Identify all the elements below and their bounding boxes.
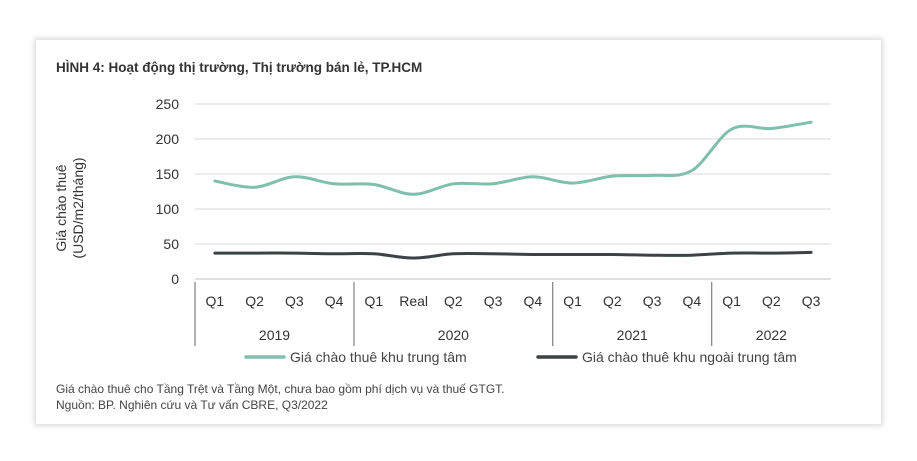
series-line-1 [213,120,813,196]
data-point [651,254,654,257]
data-point [492,182,495,185]
data-point [333,252,336,255]
data-point [730,128,733,131]
data-point [690,169,693,172]
data-point [452,252,455,255]
x-tick-label: Q3 [484,293,503,309]
data-point [531,253,534,256]
data-point [810,121,813,124]
y-axis-label-line2: (USD/m2/tháng) [70,157,86,258]
x-axis: Q1 Q2 Q3 Q4 Q1 Real Q2 Q3 Q4 Q1 Q2 Q3 Q4 Q1 Q2 Q3 2019 20… [194,282,821,346]
x-tick-label: Q1 [365,293,384,309]
data-point [531,175,534,178]
x-group-label: 2022 [756,327,787,343]
y-axis-label-line1: Giá chào thuê [53,164,69,251]
x-tick-label: Q2 [762,293,781,309]
chart-title: HÌNH 4: Hoạt động thị trường, Thị trường… [56,60,423,75]
x-tick-label: Q2 [603,293,622,309]
x-tick-label: Q1 [722,293,741,309]
y-tick-label: 0 [171,271,179,287]
x-tick-label: Q4 [683,293,702,309]
chart-note: Giá chào thuê cho Tầng Trệt và Tầng Một,… [56,382,505,396]
x-group-label: 2021 [617,327,648,343]
y-tick-label: 100 [156,201,180,217]
data-point [770,127,773,130]
y-tick-label: 150 [156,166,180,182]
data-point [571,182,574,185]
x-tick-label: Q2 [444,293,463,309]
x-tick-label: Q3 [643,293,662,309]
series-lines [213,120,813,260]
data-point [810,251,813,254]
data-point [213,180,216,183]
legend-label: Giá chào thuê khu ngoài trung tâm [582,349,797,365]
data-point [412,193,415,196]
data-point [770,252,773,255]
x-tick-label: Q4 [325,293,344,309]
data-point [492,252,495,255]
data-point [293,175,296,178]
data-point [611,175,614,178]
chart-source: Nguồn: BP. Nghiên cứu và Tư vấn CBRE, Q3… [56,398,328,412]
data-point [333,182,336,185]
x-tick-label: Q3 [802,293,821,309]
x-tick-label: Q2 [245,293,264,309]
data-point [293,252,296,255]
data-point [213,252,216,255]
gridlines [195,103,831,280]
x-tick-label: Real [399,293,428,309]
data-point [372,183,375,186]
data-point [253,186,256,189]
legend: Giá chào thuê khu trung tâm Giá chào thuê… [244,349,797,365]
data-point [611,253,614,256]
data-point [571,253,574,256]
x-tick-label: Q1 [206,293,225,309]
data-point [452,182,455,185]
chart-notes: Giá chào thuê cho Tầng Trệt và Tầng Một,… [56,381,505,413]
data-point [690,254,693,257]
x-tick-label: Q3 [285,293,304,309]
y-tick-label: 250 [156,96,180,112]
x-group-label: 2019 [259,327,290,343]
y-tick-label: 200 [156,131,180,147]
data-point [372,252,375,255]
x-tick-label: Q1 [563,293,582,309]
data-point [730,252,733,255]
y-tick-label: 50 [163,236,179,252]
x-group-label: 2020 [438,327,469,343]
y-axis-ticks: 0 50 100 150 200 250 [156,96,180,287]
series-line-2 [213,250,813,260]
data-point [253,252,256,255]
legend-label: Giá chào thuê khu trung tâm [290,349,467,365]
data-point [412,257,415,260]
x-tick-label: Q4 [524,293,543,309]
data-point [651,174,654,177]
